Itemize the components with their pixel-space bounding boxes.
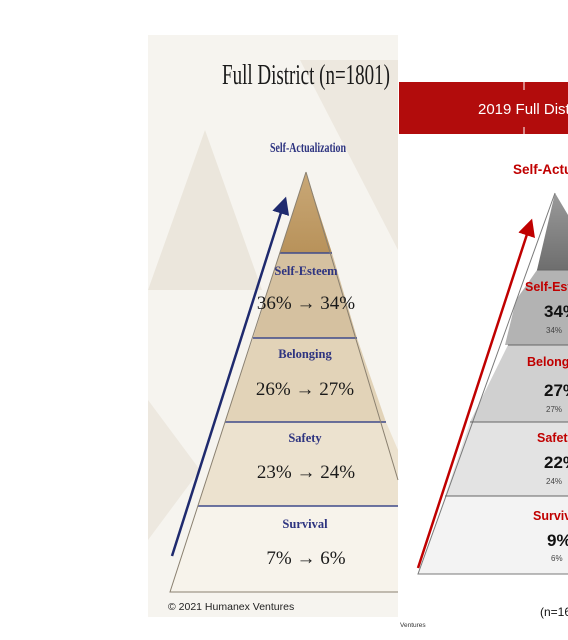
right-tier-label-belonging: Belongin [527,355,568,369]
pyramid-tier-belonging [225,338,386,422]
right-tier-safety [445,422,568,496]
tier-label-self-esteem: Self-Esteem [274,264,338,278]
right-tier-label-safety: Safety [537,431,568,445]
right-tier-label-self-esteem: Self-Esteem [525,280,568,294]
right-tier-value-self-esteem: 34% [544,302,568,321]
tier-label-belonging: Belonging [278,347,332,361]
right-pyramid-outline [417,192,568,575]
left-slide: Full District (n=1801) Self-Actualizatio… [148,35,399,617]
tier-label-safety: Safety [288,431,322,445]
right-top-label: Self-Actual [513,162,568,177]
pyramid-outline [169,171,399,593]
bg-decor-triangle [148,400,200,540]
right-bottom-left-text: Ventures [400,622,426,629]
right-tier-sub-self-esteem: 34% [546,326,562,335]
right-growth-arrow [416,218,535,569]
tier-value-survival: 7% → 6% [266,548,345,569]
right-tier-label-survival: Surviva [533,509,568,523]
pyramid-tier-self-esteem [253,253,357,338]
right-tier-survival [418,496,568,574]
tier-label-survival: Survival [282,517,328,531]
tier-value-belonging: 26% → 27% [256,379,354,400]
right-tier-value-belonging: 27% [544,381,568,400]
tier-label-self-actualization: Self-Actualization [270,140,346,155]
left-slide-title: Full District (n=1801) [222,60,390,91]
right-footer-n: (n=164 [540,605,568,619]
pyramid-tier-survival [170,506,398,592]
tier-value-self-esteem: 36% → 34% [257,293,355,314]
right-slide: 2019 Full District Self-Actual Self-Este… [399,82,568,640]
pyramid-tier-self-actualization [280,172,332,253]
right-tier-belonging [470,345,568,422]
right-tier-sub-belonging: 27% [546,405,562,414]
tier-value-safety: 23% → 24% [257,462,355,483]
right-tier-value-survival: 9% [547,531,568,550]
right-tier-sub-survival: 6% [551,554,563,563]
right-tier-self-esteem [505,270,568,345]
right-slide-header: 2019 Full District [478,101,568,118]
right-tier-sub-safety: 24% [546,477,562,486]
right-slide-header-bar [399,82,568,134]
bg-decor-triangle [300,60,398,250]
right-tier-value-safety: 22% [544,453,568,472]
copyright-text: © 2021 Humanex Ventures [168,601,294,613]
bg-decor-triangle [148,130,262,290]
growth-arrow [170,196,290,557]
pyramid-tier-safety [198,422,398,506]
right-tier-apex [537,193,568,270]
